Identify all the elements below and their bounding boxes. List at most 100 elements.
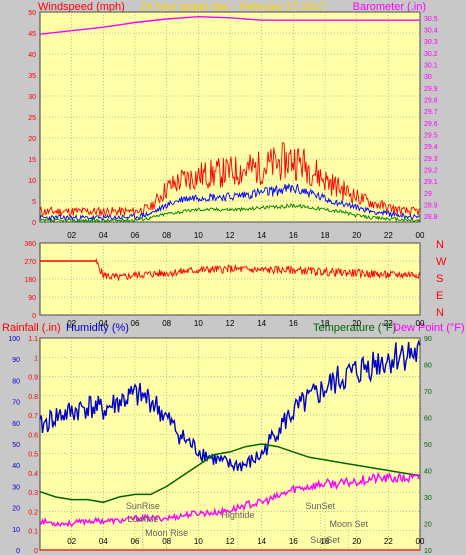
humidity-y-tick-label: 80: [12, 378, 20, 385]
barometer-axis-label: Barometer (.in): [353, 1, 426, 13]
wind-x-tick-label: 04: [99, 231, 108, 240]
compass-label: W: [436, 256, 447, 268]
barometer-y-tick-label: 29.4: [424, 144, 438, 151]
temperature-y-tick-label: 30: [424, 495, 432, 502]
temperature-x-tick-label: 00: [416, 537, 425, 546]
wind-x-tick-label: 06: [131, 231, 140, 240]
rainfall-y-tick-label: 1.1: [28, 336, 38, 343]
temperature-x-tick-label: 02: [67, 537, 76, 546]
humidity-series: [39, 339, 421, 473]
barometer-y-tick-label: 30.4: [424, 28, 438, 35]
barometer-y-tick-label: 29: [424, 191, 432, 198]
temperature-x-tick-label: 16: [289, 537, 298, 546]
windspeed-y-tick-label: 10: [28, 178, 36, 185]
annotation-label: Moon Rise: [145, 528, 188, 538]
wind-x-tick-label: 12: [226, 231, 235, 240]
barometer-y-tick-label: 30.2: [424, 51, 438, 58]
dew-point-series: [39, 471, 421, 528]
direction-x-tick-label: 06: [131, 319, 140, 328]
wind-x-tick-label: 10: [194, 231, 203, 240]
legend-dew-point: Dew Point (°F): [393, 322, 465, 334]
direction-x-tick-label: 18: [321, 319, 330, 328]
barometer-y-tick-label: 29.2: [424, 168, 438, 175]
compass-label: N: [436, 239, 444, 251]
humidity-y-tick-label: 40: [12, 463, 20, 470]
windspeed-axis-label: Windspeed (mph): [38, 1, 125, 13]
temperature-x-tick-label: 20: [352, 537, 361, 546]
humidity-y-tick-label: 20: [12, 506, 20, 513]
temperature-x-tick-label: 18: [321, 537, 330, 546]
direction-x-tick-label: 14: [257, 319, 266, 328]
barometer-y-tick-label: 28.9: [424, 203, 438, 210]
humidity-y-tick-label: 30: [12, 484, 20, 491]
humidity-y-tick-label: 100: [8, 336, 20, 343]
temperature-x-tick-label: 04: [99, 537, 108, 546]
direction-y-tick-label: 360: [24, 241, 36, 248]
direction-x-tick-label: 16: [289, 319, 298, 328]
temperature-y-tick-label: 10: [424, 548, 432, 555]
temperature-y-tick-label: 60: [424, 416, 432, 423]
lull-series: [39, 203, 421, 224]
humidity-y-tick-label: 90: [12, 357, 20, 364]
humidity-y-tick-label: 70: [12, 400, 20, 407]
wind-x-tick-label: 22: [384, 231, 393, 240]
barometer-y-tick-label: 29.9: [424, 86, 438, 93]
rainfall-y-tick-label: 0.4: [28, 471, 38, 478]
temperature-series: [39, 443, 421, 504]
windspeed-y-tick-label: 5: [32, 199, 36, 206]
graph-title: 24 hour graph day - February 27 2017: [140, 1, 326, 13]
temperature-y-tick-label: 40: [424, 469, 432, 476]
temperature-x-tick-label: 12: [226, 537, 235, 546]
rainfall-y-tick-label: 0.3: [28, 490, 38, 497]
wind-x-tick-label: 16: [289, 231, 298, 240]
barometer-y-tick-label: 30: [424, 74, 432, 81]
wind-x-tick-label: 18: [321, 231, 330, 240]
legend-humidity: Humidity (%): [66, 322, 129, 334]
direction-x-tick-label: 02: [67, 319, 76, 328]
temperature-y-tick-label: 70: [424, 389, 432, 396]
annotation-label: SunSet: [305, 501, 335, 511]
humidity-y-tick-label: 60: [12, 421, 20, 428]
wind-x-tick-label: 00: [416, 231, 425, 240]
annotation-label: SunRise: [126, 501, 160, 511]
windspeed-y-tick-label: 25: [28, 115, 36, 122]
humidity-y-tick-label: 10: [12, 527, 20, 534]
barometer-y-tick-label: 30.5: [424, 16, 438, 23]
rainfall-y-tick-label: 0.2: [28, 509, 38, 516]
compass-label: N: [436, 307, 444, 319]
barometer-y-tick-label: 30.3: [424, 39, 438, 46]
temperature-x-tick-label: 08: [162, 537, 171, 546]
rainfall-y-tick-label: 0.1: [28, 529, 38, 536]
barometer-y-tick-label: 29.5: [424, 133, 438, 140]
barometer-series: [39, 15, 420, 35]
direction-y-tick-label: 180: [24, 277, 36, 284]
temperature-y-tick-label: 90: [424, 336, 432, 343]
direction-x-tick-label: 10: [194, 319, 203, 328]
direction-y-tick-label: 270: [24, 259, 36, 266]
compass-label: E: [436, 290, 443, 302]
windspeed-y-tick-label: 50: [28, 10, 36, 17]
humidity-y-tick-label: 50: [12, 442, 20, 449]
legend-temperature: Temperature (°F): [313, 322, 396, 334]
average-speed-series: [39, 183, 421, 223]
rainfall-y-tick-label: 0.5: [28, 452, 38, 459]
wind-x-tick-label: 14: [257, 231, 266, 240]
wind-x-tick-label: 20: [352, 231, 361, 240]
rainfall-y-tick-label: 0.7: [28, 413, 38, 420]
rainfall-y-tick-label: 0.6: [28, 432, 38, 439]
direction-y-tick-label: 0: [32, 313, 36, 320]
direction-x-tick-label: 00: [416, 319, 425, 328]
rainfall-y-tick-label: 1: [34, 355, 38, 362]
windspeed-y-tick-label: 45: [28, 31, 36, 38]
barometer-y-tick-label: 29.7: [424, 109, 438, 116]
direction-x-tick-label: 08: [162, 319, 171, 328]
barometer-y-tick-label: 29.3: [424, 156, 438, 163]
windspeed-y-tick-label: 30: [28, 94, 36, 101]
direction-x-tick-label: 04: [99, 319, 108, 328]
direction-y-tick-label: 90: [28, 295, 36, 302]
temperature-x-tick-label: 14: [257, 537, 266, 546]
temperature-x-tick-label: 06: [131, 537, 140, 546]
compass-label: S: [436, 273, 443, 285]
